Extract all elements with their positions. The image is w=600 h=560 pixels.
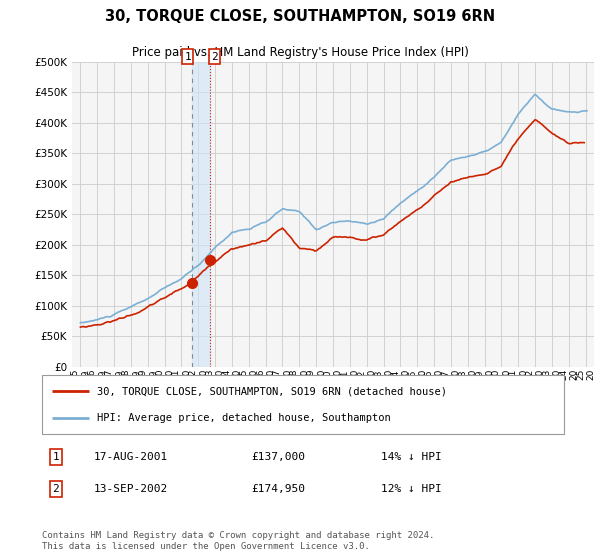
- Text: 17-AUG-2001: 17-AUG-2001: [94, 452, 169, 462]
- Bar: [192, 62, 210, 367]
- Text: Contains HM Land Registry data © Crown copyright and database right 2024.
This d: Contains HM Land Registry data © Crown c…: [42, 531, 434, 551]
- Text: 30, TORQUE CLOSE, SOUTHAMPTON, SO19 6RN (detached house): 30, TORQUE CLOSE, SOUTHAMPTON, SO19 6RN …: [97, 386, 447, 396]
- Text: 2: 2: [52, 484, 59, 494]
- Text: 13-SEP-2002: 13-SEP-2002: [94, 484, 169, 494]
- Text: Price paid vs. HM Land Registry's House Price Index (HPI): Price paid vs. HM Land Registry's House …: [131, 46, 469, 59]
- Text: 12% ↓ HPI: 12% ↓ HPI: [382, 484, 442, 494]
- Text: 1: 1: [184, 52, 191, 62]
- Text: HPI: Average price, detached house, Southampton: HPI: Average price, detached house, Sout…: [97, 413, 391, 423]
- Text: 1: 1: [52, 452, 59, 462]
- Text: 30, TORQUE CLOSE, SOUTHAMPTON, SO19 6RN: 30, TORQUE CLOSE, SOUTHAMPTON, SO19 6RN: [105, 9, 495, 24]
- Text: 2: 2: [211, 52, 218, 62]
- Text: 14% ↓ HPI: 14% ↓ HPI: [382, 452, 442, 462]
- FancyBboxPatch shape: [42, 375, 564, 434]
- Text: £137,000: £137,000: [251, 452, 305, 462]
- Text: £174,950: £174,950: [251, 484, 305, 494]
